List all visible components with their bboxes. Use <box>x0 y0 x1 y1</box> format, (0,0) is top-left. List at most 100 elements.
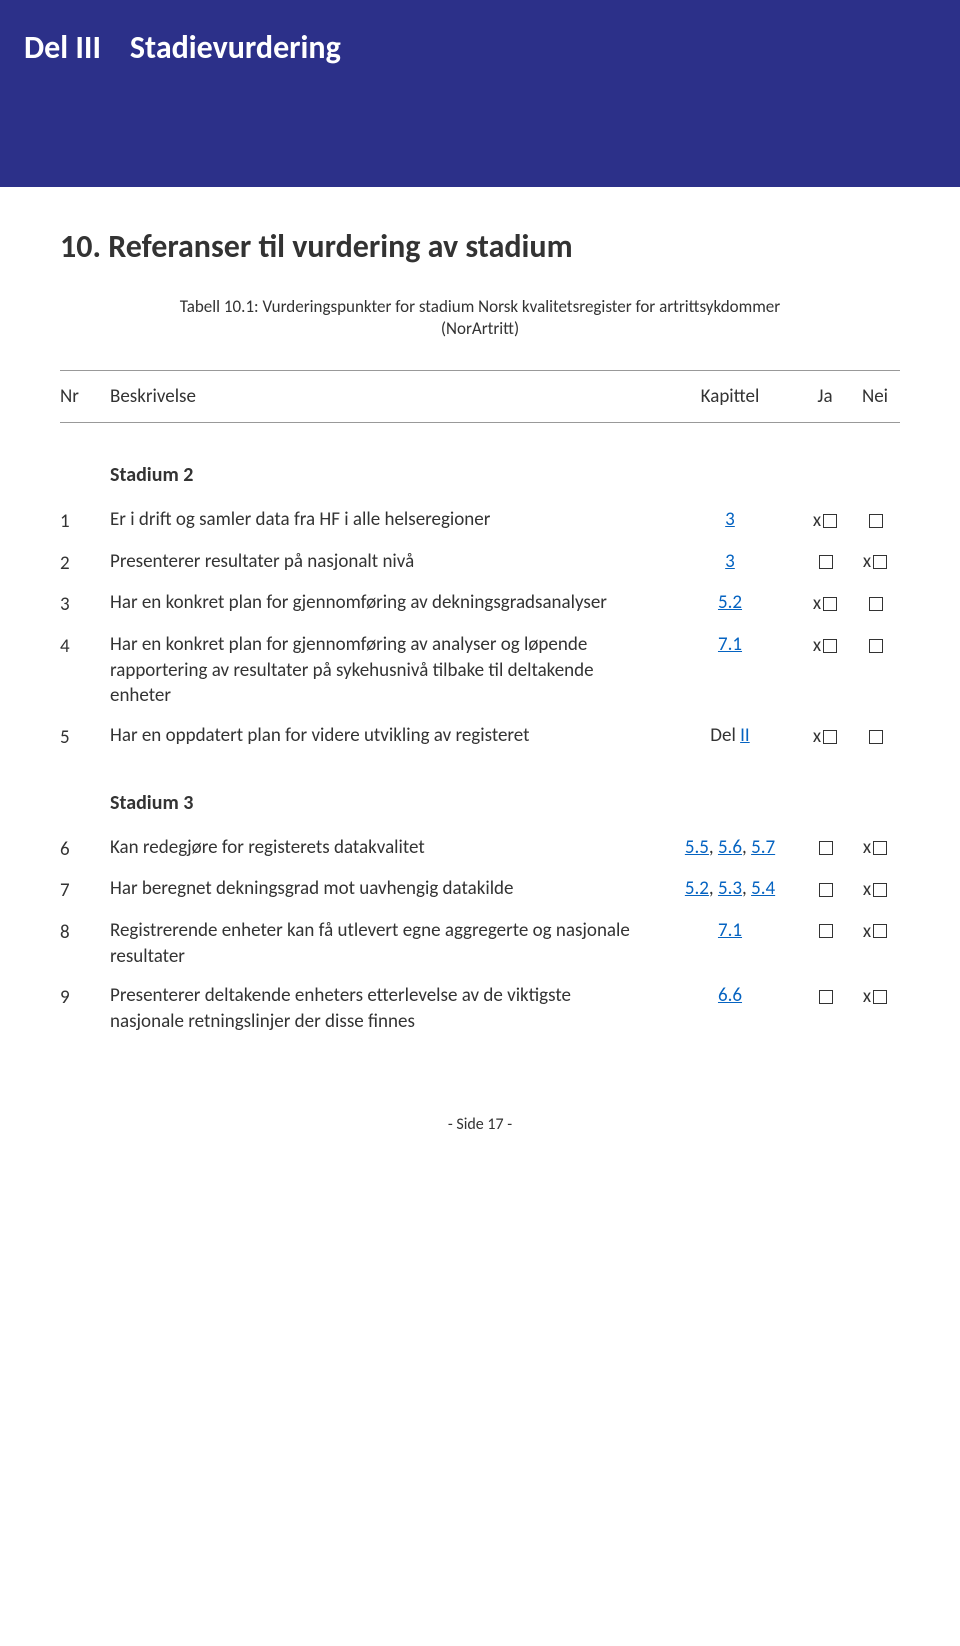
caption-line2: (NorArtritt) <box>60 318 900 340</box>
checkbox-icon <box>819 990 833 1004</box>
chapter-link[interactable]: 5.6 <box>718 836 742 859</box>
x-mark: x <box>863 877 871 903</box>
chapter-link[interactable]: 5.2 <box>685 877 709 900</box>
row-nr: 7 <box>60 876 110 904</box>
chapter-link[interactable]: II <box>740 724 750 747</box>
row-desc: Presenterer resultater på nasjonalt nivå <box>110 549 660 575</box>
chapter-link[interactable]: 3 <box>725 508 735 531</box>
row-chap: 3 <box>660 549 800 575</box>
checkbox-icon <box>823 514 837 528</box>
row-chap: 7.1 <box>660 918 800 944</box>
checkbox-icon <box>819 883 833 897</box>
page-header-title: Del III Stadievurdering <box>24 28 936 67</box>
chap-prefix: Del <box>710 724 740 747</box>
stadium3-title: Stadium 3 <box>110 791 900 815</box>
row-nei <box>850 632 900 658</box>
checkbox-icon <box>819 555 833 569</box>
col-header-desc: Beskrivelse <box>110 385 660 408</box>
stadium2-title: Stadium 2 <box>110 463 900 487</box>
row-nei: x <box>850 876 900 902</box>
row-nei <box>850 590 900 616</box>
col-header-nei: Nei <box>850 385 900 408</box>
row-desc: Har en oppdatert plan for videre utvikli… <box>110 723 660 749</box>
x-mark: x <box>863 919 871 945</box>
checkbox-icon <box>873 555 887 569</box>
page-content: 10. Referanser til vurdering av stadium … <box>0 187 960 1174</box>
row-nr: 4 <box>60 632 110 660</box>
checkbox-icon <box>873 990 887 1004</box>
x-mark: x <box>813 591 821 617</box>
x-mark: x <box>863 549 871 575</box>
x-mark: x <box>863 984 871 1010</box>
row-nr: 2 <box>60 549 110 577</box>
checkbox-icon <box>819 841 833 855</box>
checkbox-icon <box>869 730 883 744</box>
col-header-nr: Nr <box>60 385 110 408</box>
chapter-link[interactable]: 5.7 <box>751 836 775 859</box>
col-header-chap: Kapittel <box>660 385 800 408</box>
table-row: 8 Registrerende enheter kan få utlevert … <box>60 918 900 969</box>
row-ja: x <box>800 632 850 658</box>
row-desc: Har beregnet dekningsgrad mot uavhengig … <box>110 876 660 902</box>
table-row: 4 Har en konkret plan for gjennomføring … <box>60 632 900 709</box>
chapter-link[interactable]: 5.5 <box>685 836 709 859</box>
row-nr: 6 <box>60 835 110 863</box>
page-header-block: Del III Stadievurdering <box>0 0 960 187</box>
checkbox-icon <box>869 639 883 653</box>
chapter-link[interactable]: 6.6 <box>718 984 742 1007</box>
row-ja <box>800 876 850 902</box>
column-header-row: Nr Beskrivelse Kapittel Ja Nei <box>60 370 900 423</box>
checkbox-icon <box>873 924 887 938</box>
page-number: - Side 17 - <box>60 1115 900 1134</box>
section-title: 10. Referanser til vurdering av stadium <box>60 227 900 266</box>
checkbox-icon <box>869 597 883 611</box>
checkbox-icon <box>873 841 887 855</box>
row-ja <box>800 983 850 1009</box>
checkbox-icon <box>823 639 837 653</box>
table-row: 9 Presenterer deltakende enheters etterl… <box>60 983 900 1034</box>
row-chap: 7.1 <box>660 632 800 658</box>
row-desc: Er i drift og samler data fra HF i alle … <box>110 507 660 533</box>
checkbox-icon <box>819 924 833 938</box>
checkbox-icon <box>873 883 887 897</box>
row-ja <box>800 835 850 861</box>
checkbox-icon <box>823 730 837 744</box>
table-row: 1 Er i drift og samler data fra HF i all… <box>60 507 900 535</box>
row-chap: 5.2 <box>660 590 800 616</box>
row-nei: x <box>850 549 900 575</box>
caption-line1: Tabell 10.1: Vurderingspunkter for stadi… <box>180 296 780 317</box>
row-desc: Kan redegjøre for registerets datakvalit… <box>110 835 660 861</box>
x-mark: x <box>863 835 871 861</box>
table-row: 6 Kan redegjøre for registerets datakval… <box>60 835 900 863</box>
table-row: 3 Har en konkret plan for gjennomføring … <box>60 590 900 618</box>
chapter-link[interactable]: 7.1 <box>718 633 742 656</box>
row-nr: 8 <box>60 918 110 946</box>
header-part: Del III <box>24 28 101 67</box>
row-nr: 5 <box>60 723 110 751</box>
table-row: 7 Har beregnet dekningsgrad mot uavhengi… <box>60 876 900 904</box>
row-nr: 9 <box>60 983 110 1011</box>
checkbox-icon <box>823 597 837 611</box>
x-mark: x <box>813 724 821 750</box>
row-chap: 5.5, 5.6, 5.7 <box>660 835 800 861</box>
row-chap: 3 <box>660 507 800 533</box>
row-chap: 5.2, 5.3, 5.4 <box>660 876 800 902</box>
col-header-ja: Ja <box>800 385 850 408</box>
row-nei: x <box>850 835 900 861</box>
table-row: 5 Har en oppdatert plan for videre utvik… <box>60 723 900 751</box>
row-nei <box>850 507 900 533</box>
x-mark: x <box>813 633 821 659</box>
row-ja <box>800 918 850 944</box>
row-chap: Del II <box>660 723 800 749</box>
row-ja: x <box>800 507 850 533</box>
chapter-link[interactable]: 5.3 <box>718 877 742 900</box>
row-nr: 3 <box>60 590 110 618</box>
row-nei <box>850 723 900 749</box>
chapter-link[interactable]: 5.4 <box>751 877 775 900</box>
chapter-link[interactable]: 7.1 <box>718 919 742 942</box>
chapter-link[interactable]: 5.2 <box>718 591 742 614</box>
table-caption: Tabell 10.1: Vurderingspunkter for stadi… <box>60 296 900 340</box>
table-row: 2 Presenterer resultater på nasjonalt ni… <box>60 549 900 577</box>
chapter-link[interactable]: 3 <box>725 550 735 573</box>
row-nei: x <box>850 983 900 1009</box>
